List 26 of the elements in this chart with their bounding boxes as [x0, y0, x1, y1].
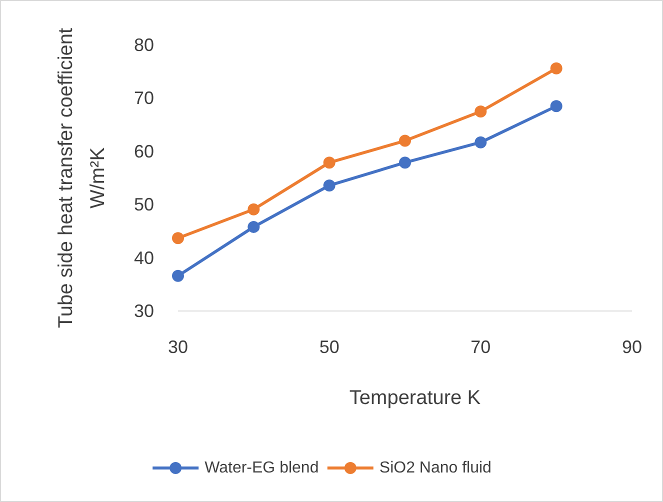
legend-label: Water-EG blend	[204, 460, 319, 476]
x-tick-label: 90	[622, 337, 642, 357]
x-tick-label: 70	[470, 337, 491, 357]
point	[248, 220, 260, 233]
point	[323, 179, 336, 192]
x-axis-title: Temperature K	[349, 387, 482, 409]
point	[550, 100, 562, 112]
point	[474, 136, 487, 148]
point	[399, 134, 411, 147]
y-tick-label: 30	[134, 301, 154, 321]
legend-label: SiO2 Nano fluid	[379, 460, 492, 476]
y-tick-label: 40	[134, 248, 154, 268]
y-tick-label: 80	[134, 35, 154, 55]
x-tick-label: 30	[168, 337, 188, 357]
x-tick-label: 50	[319, 337, 340, 357]
point	[172, 270, 184, 282]
y-tick-label: 70	[134, 88, 154, 108]
point	[474, 106, 487, 118]
y-tick-label: 60	[134, 141, 154, 162]
y-tick-label: 50	[134, 194, 154, 215]
point	[172, 232, 184, 244]
point	[248, 203, 260, 216]
point	[399, 156, 411, 169]
point	[550, 62, 562, 74]
point	[323, 156, 336, 169]
y-axis-title: Tube side heat transfer coefficient W/m²K	[55, 27, 109, 328]
